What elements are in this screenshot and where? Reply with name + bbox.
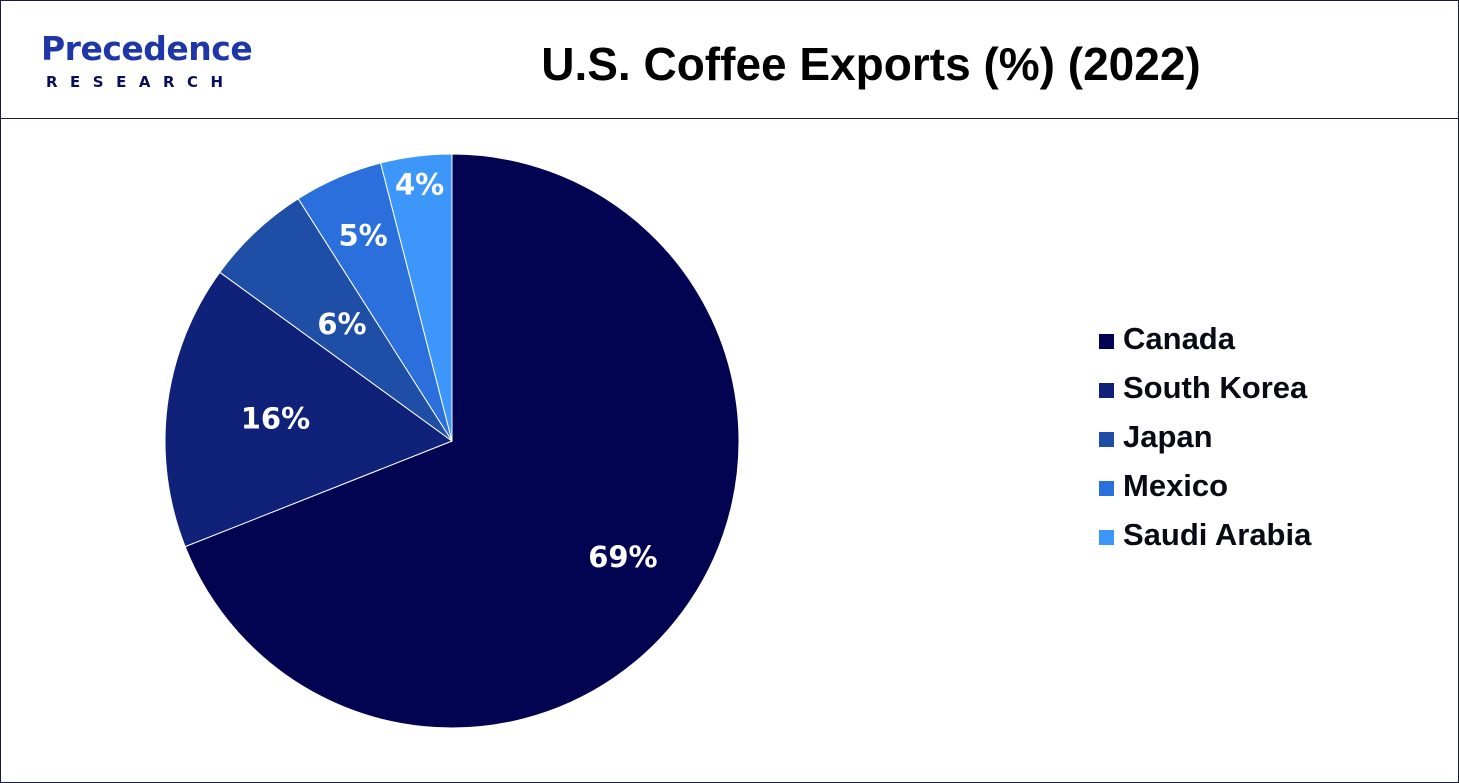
brand-logo: Precedence RESEARCH — [41, 29, 271, 99]
pie-chart: 69% 16% 6% 5%4% — [164, 153, 740, 729]
legend-label: South Korea — [1123, 370, 1308, 405]
legend-swatch — [1099, 530, 1114, 545]
brand-name: Precedence — [41, 29, 253, 68]
data-label-japan: 6% — [317, 307, 366, 341]
legend-label: Mexico — [1123, 468, 1229, 503]
legend-label: Saudi Arabia — [1123, 517, 1312, 552]
legend-swatch — [1099, 481, 1114, 496]
data-label-canada: 69% — [588, 540, 657, 574]
pie-slice-canada — [184, 153, 740, 729]
legend-label: Japan — [1123, 419, 1213, 454]
data-label-mexico: 5% — [338, 219, 387, 253]
data-label-saudi-arabia: 4% — [395, 168, 444, 202]
pie-slice-saudi-arabia — [380, 153, 453, 442]
header: Precedence RESEARCH U.S. Coffee Exports … — [1, 1, 1458, 119]
brand-subtitle: RESEARCH — [46, 73, 236, 91]
legend-swatch — [1099, 383, 1114, 398]
legend-swatch — [1099, 334, 1114, 349]
legend-label: Canada — [1123, 321, 1235, 356]
pie-slice-south-korea — [164, 271, 454, 548]
legend-swatch — [1099, 432, 1114, 447]
data-label-south-korea: 16% — [241, 402, 310, 436]
chart-title: U.S. Coffee Exports (%) (2022) — [541, 38, 1201, 90]
